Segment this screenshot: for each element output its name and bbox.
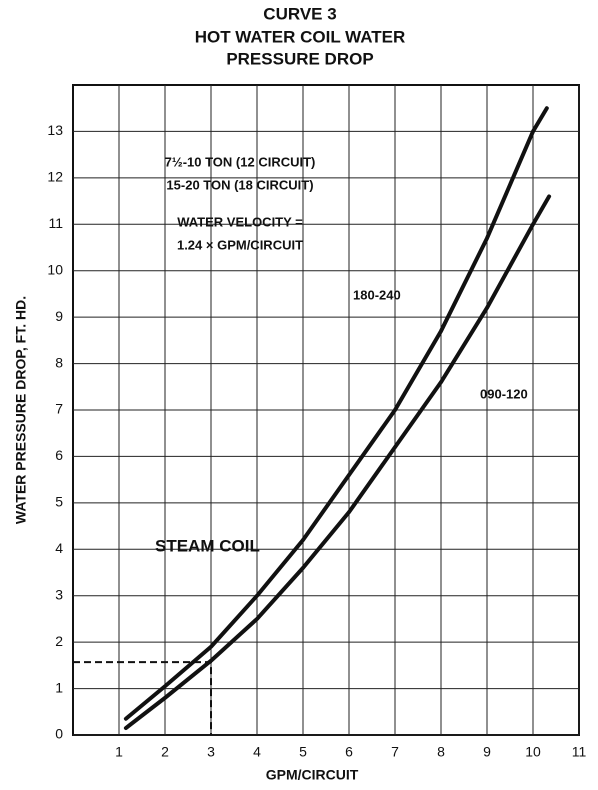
annotation: STEAM COIL <box>155 536 260 555</box>
x-tick-label: 5 <box>299 744 307 760</box>
series-label: 180-240 <box>353 287 401 302</box>
annotation: 1.24 × GPM/CIRCUIT <box>177 237 303 252</box>
y-tick-label: 3 <box>55 586 63 602</box>
y-tick-label: 11 <box>48 215 63 231</box>
y-tick-label: 5 <box>55 494 63 510</box>
x-tick-label: 11 <box>572 744 587 760</box>
y-tick-label: 7 <box>55 401 63 417</box>
chart-title: PRESSURE DROP <box>226 49 373 68</box>
y-tick-label: 10 <box>47 261 63 277</box>
line <box>123 106 549 721</box>
y-axis-label: WATER PRESSURE DROP, FT. HD. <box>13 296 29 524</box>
x-tick-label: 6 <box>345 744 353 760</box>
series-label: 090-120 <box>480 386 528 401</box>
x-tick-label: 9 <box>483 744 491 760</box>
y-tick-label: 6 <box>55 447 63 463</box>
x-axis-label: GPM/CIRCUIT <box>266 767 359 783</box>
x-tick-label: 8 <box>437 744 445 760</box>
y-tick-label: 12 <box>47 169 63 185</box>
chart-title: CURVE 3 <box>263 4 336 23</box>
y-tick-label: 8 <box>55 354 63 370</box>
y-tick-label: 0 <box>55 726 63 742</box>
x-tick-label: 1 <box>115 744 123 760</box>
x-tick-label: 10 <box>525 744 541 760</box>
y-tick-label: 2 <box>55 633 63 649</box>
chart-title: HOT WATER COIL WATER <box>195 27 406 46</box>
reference-line <box>73 661 212 735</box>
x-tick-label: 3 <box>207 744 215 760</box>
y-tick-label: 13 <box>47 122 63 138</box>
x-tick-label: 7 <box>391 744 399 760</box>
annotation: 7½-10 TON (12 CIRCUIT) <box>165 154 316 169</box>
annotation: WATER VELOCITY = <box>177 214 303 229</box>
x-tick-label: 2 <box>161 744 169 760</box>
annotation: 15-20 TON (18 CIRCUIT) <box>166 177 313 192</box>
y-tick-label: 1 <box>55 679 63 695</box>
y-tick-label: 4 <box>55 540 63 556</box>
x-tick-label: 4 <box>253 744 261 760</box>
y-tick-label: 9 <box>55 308 63 324</box>
line <box>123 194 552 731</box>
